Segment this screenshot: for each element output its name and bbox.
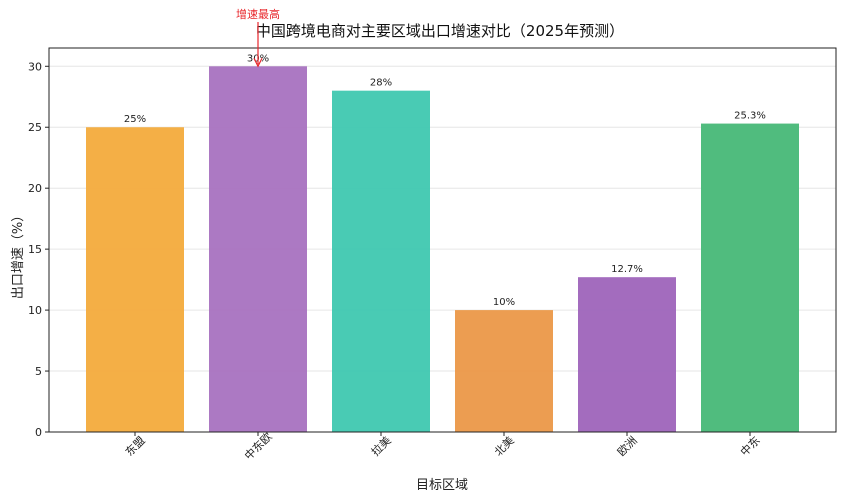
y-tick-label: 0: [35, 426, 42, 439]
y-tick-label: 5: [35, 365, 42, 378]
bar-value-label: 10%: [493, 297, 515, 308]
y-axis-label: 出口增速（%）: [11, 209, 26, 299]
x-tick-label: 欧洲: [615, 434, 640, 459]
bar: [209, 66, 307, 433]
bar: [455, 310, 553, 432]
chart-title: 中国跨境电商对主要区域出口增速对比（2025年预测）: [256, 22, 624, 40]
annotation: 增速最高: [236, 7, 280, 68]
plot-frame: [48, 47, 837, 433]
x-axis-label: 目标区域: [416, 478, 468, 493]
bar-value-label: 12.7%: [611, 264, 643, 275]
x-tick-label: 拉美: [368, 433, 393, 458]
bars: 25%30%28%10%12.7%25.3%: [86, 53, 799, 433]
y-tick-label: 25: [28, 121, 42, 134]
bar: [332, 90, 430, 433]
bar: [578, 277, 676, 432]
bar-value-label: 28%: [370, 78, 392, 89]
y-tick-label: 30: [28, 60, 42, 73]
annotation-arrowhead: [253, 58, 263, 68]
bar: [86, 127, 184, 432]
y-tick-label: 20: [28, 182, 42, 195]
y-tick-label: 15: [28, 243, 42, 256]
bar-value-label: 25%: [124, 114, 146, 125]
annotation-text: 增速最高: [236, 7, 280, 21]
x-tick-label: 北美: [492, 434, 517, 459]
bar: [701, 123, 799, 432]
y-tick-label: 10: [28, 304, 42, 317]
bar-value-label: 25.3%: [734, 111, 766, 122]
x-tick-label: 中东: [738, 434, 763, 459]
x-tick-label: 东盟: [123, 434, 148, 459]
